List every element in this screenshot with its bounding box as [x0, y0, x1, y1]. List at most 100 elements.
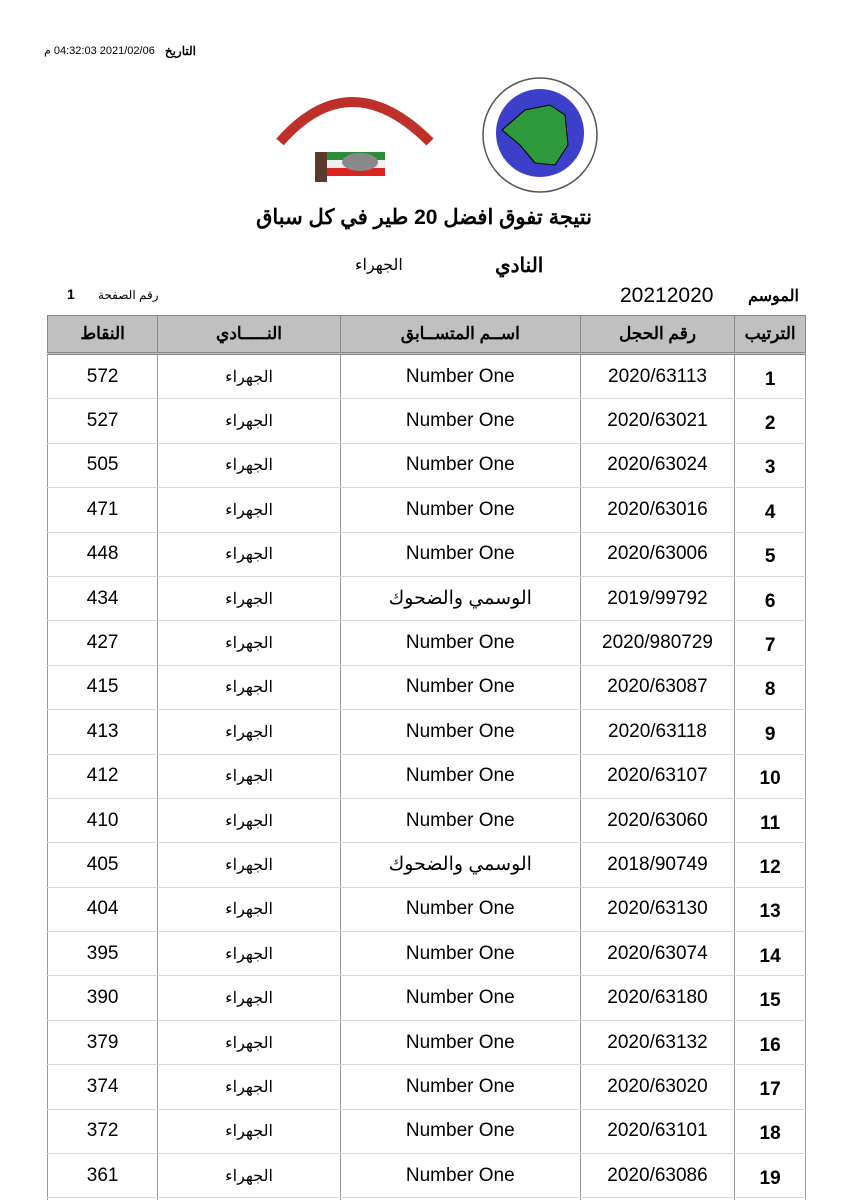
points-cell: 415: [46, 665, 159, 711]
results-table: الترتيب رقم الحجل اســم المتســابق النــ…: [46, 315, 806, 1200]
club-cell: الجهراء: [157, 1020, 341, 1066]
club-cell: الجهراء: [157, 443, 341, 489]
ring-cell: 2020/63016: [579, 487, 736, 533]
table-row: 7 2020/980729 Number One الجهراء 427: [46, 620, 806, 666]
club-cell: الجهراء: [157, 487, 341, 533]
rank-cell: 17: [734, 1064, 806, 1110]
rank-cell: 11: [734, 798, 806, 844]
fancier-name-cell: Number One: [339, 1153, 581, 1199]
col-ring: رقم الحجل: [579, 315, 736, 355]
fancier-name-cell: Number One: [339, 487, 581, 533]
page-number-label: رقم الصفحة: [98, 288, 159, 302]
table-header: الترتيب رقم الحجل اســم المتســابق النــ…: [46, 315, 806, 355]
fancier-name-cell: Number One: [339, 975, 581, 1021]
rank-cell: 6: [734, 576, 806, 622]
rank-cell: 14: [734, 931, 806, 977]
col-club: النـــــادي: [157, 315, 341, 355]
rank-cell: 12: [734, 842, 806, 888]
fancier-name-cell: Number One: [339, 1109, 581, 1155]
ring-cell: 2017/199196: [579, 1197, 736, 1200]
points-cell: 527: [46, 398, 159, 444]
ring-cell: 2020/63113: [579, 353, 736, 400]
rank-cell: 5: [734, 532, 806, 577]
points-cell: 412: [46, 754, 159, 799]
federation-logo: [482, 77, 598, 193]
table-row: 18 2020/63101 Number One الجهراء 372: [46, 1109, 806, 1155]
club-value: الجهراء: [355, 257, 403, 274]
points-cell: 505: [46, 443, 159, 489]
points-cell: 434: [46, 576, 159, 622]
points-cell: 572: [46, 353, 159, 400]
points-cell: 395: [46, 931, 159, 977]
season-value: 20212020: [620, 284, 714, 307]
page-number-value: 1: [67, 286, 75, 302]
ring-cell: 2020/63021: [579, 398, 736, 444]
club-cell: الجهراء: [157, 353, 341, 400]
fancier-name-cell: Number One: [339, 798, 581, 844]
table-row: 9 2020/63118 Number One الجهراء 413: [46, 709, 806, 755]
club-cell: الجهراء: [157, 1153, 341, 1199]
fancier-name-cell: Number One: [339, 931, 581, 977]
fancier-name-cell: Number One: [339, 398, 581, 444]
club-cell: الجهراء: [157, 754, 341, 799]
rank-cell: 20: [734, 1197, 806, 1200]
fancier-name-cell: Number One: [339, 754, 581, 799]
points-cell: 361: [46, 1153, 159, 1199]
rank-cell: 3: [734, 443, 806, 489]
fancier-name-cell: Number One: [339, 1064, 581, 1110]
ring-cell: 2020/63074: [579, 931, 736, 977]
club-cell: الجهراء: [157, 1197, 341, 1200]
club-cell: الجهراء: [157, 398, 341, 444]
fancier-name-cell: الوسمي والضحوك: [339, 576, 581, 622]
fancier-name-cell: Number One: [339, 709, 581, 755]
rank-cell: 10: [734, 754, 806, 799]
table-row: 10 2020/63107 Number One الجهراء 412: [46, 754, 806, 799]
points-cell: 390: [46, 975, 159, 1021]
table-row: 19 2020/63086 Number One الجهراء 361: [46, 1153, 806, 1199]
date-value: 2021/02/06 04:32:03 م: [44, 45, 155, 57]
ring-cell: 2020/63180: [579, 975, 736, 1021]
table-row: 6 2019/99792 الوسمي والضحوك الجهراء 434: [46, 576, 806, 622]
rank-cell: 7: [734, 620, 806, 666]
rank-cell: 8: [734, 665, 806, 711]
ring-cell: 2020/63024: [579, 443, 736, 489]
ring-cell: 2020/63006: [579, 532, 736, 577]
ring-cell: 2020/63086: [579, 1153, 736, 1199]
fancier-name-cell: الوسمي والضحوك: [339, 842, 581, 888]
rank-cell: 2: [734, 398, 806, 444]
table-row: 202017/199196الوسمي والضحوكالجهراء359: [46, 1197, 806, 1200]
table-row: 4 2020/63016 Number One الجهراء 471: [46, 487, 806, 533]
points-cell: 379: [46, 1020, 159, 1066]
club-cell: الجهراء: [157, 842, 341, 888]
rank-cell: 4: [734, 487, 806, 533]
points-cell: 471: [46, 487, 159, 533]
table-row: 5 2020/63006 Number One الجهراء 448: [46, 532, 806, 577]
report-title: نتيجة تفوق افضل 20 طير في كل سباق: [256, 206, 592, 229]
rank-cell: 15: [734, 975, 806, 1021]
club-cell: الجهراء: [157, 798, 341, 844]
ring-cell: 2020/63087: [579, 665, 736, 711]
table-row: 8 2020/63087 Number One الجهراء 415: [46, 665, 806, 711]
ring-cell: 2020/63132: [579, 1020, 736, 1066]
rank-cell: 1: [734, 353, 806, 400]
rank-cell: 18: [734, 1109, 806, 1155]
table-row: 15 2020/63180 Number One الجهراء 390: [46, 975, 806, 1021]
points-cell: 372: [46, 1109, 159, 1155]
fancier-name-cell: Number One: [339, 353, 581, 400]
club-logo: [276, 97, 434, 182]
fancier-name-cell: Number One: [339, 532, 581, 577]
fancier-name-cell: الوسمي والضحوك: [339, 1197, 581, 1200]
print-date: التاريخ 2021/02/06 04:32:03 م: [44, 44, 196, 58]
club-cell: الجهراء: [157, 931, 341, 977]
ring-cell: 2020/63101: [579, 1109, 736, 1155]
club-cell: الجهراء: [157, 532, 341, 577]
table-row: 17 2020/63020 Number One الجهراء 374: [46, 1064, 806, 1110]
rank-cell: 19: [734, 1153, 806, 1199]
club-label: النادي: [495, 255, 544, 277]
table-row: 12 2018/90749 الوسمي والضحوك الجهراء 405: [46, 842, 806, 888]
ring-cell: 2020/63060: [579, 798, 736, 844]
ring-cell: 2020/63107: [579, 754, 736, 799]
table-row: 2 2020/63021 Number One الجهراء 527: [46, 398, 806, 444]
table-row: 13 2020/63130 Number One الجهراء 404: [46, 887, 806, 933]
ring-cell: 2020/980729: [579, 620, 736, 666]
